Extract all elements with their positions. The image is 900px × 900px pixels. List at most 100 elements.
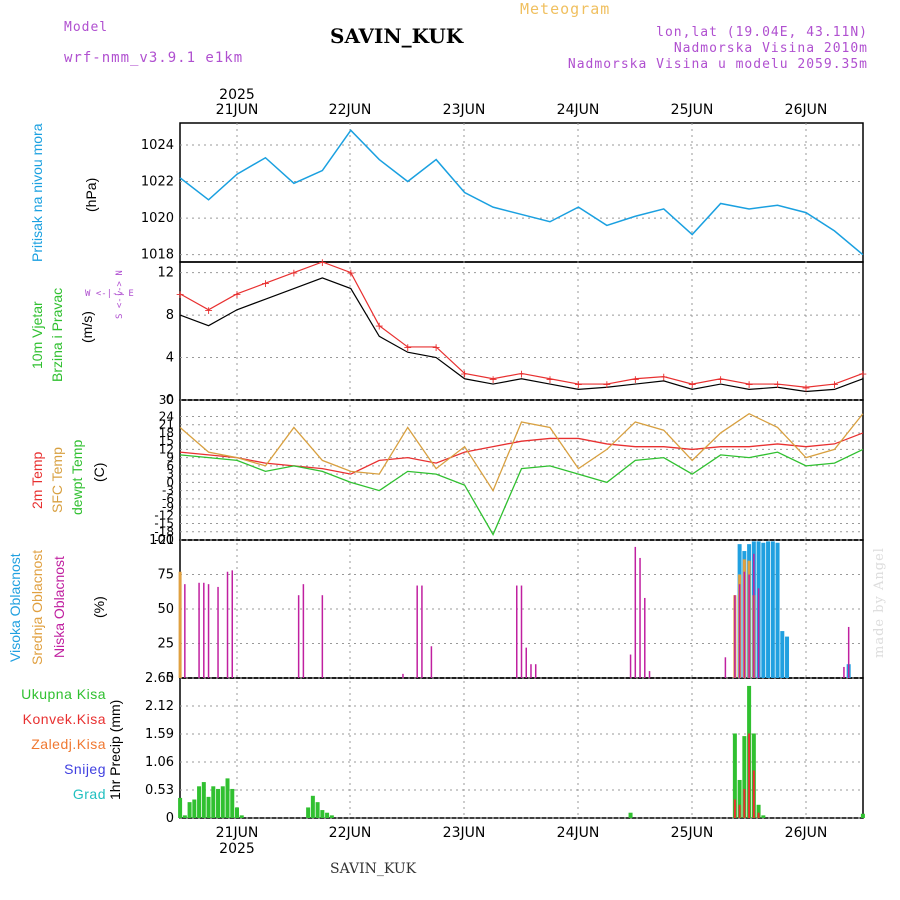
wind-ytick: 8 [166,308,174,323]
cloud-bar-2 [525,647,527,678]
precip-bar-0 [742,736,747,818]
wind-gust-marker: + [631,373,640,386]
cloud-bar-2 [644,597,646,678]
precip-ytick: 2.12 [145,699,174,714]
temp-ytick: 6 [166,459,174,473]
day-label-top: 21JUN [216,102,259,118]
precip-bar-0 [192,799,197,818]
wind-gust-line [179,261,864,388]
precip-bar-0 [737,779,742,818]
temp-ytick: -9 [162,500,174,514]
cloud-bar-2 [207,584,210,678]
day-label-bottom: 25JUN [671,825,714,841]
cloud-bar-2 [748,574,750,678]
precip-bar-0 [235,807,239,818]
lonlat-label: lon,lat (19.04E, 43.11N) [656,25,868,40]
panel-frame-pressure [179,122,864,263]
wind-gust-marker: + [602,378,611,391]
wind-gust-marker: + [744,378,753,391]
cloud-bar-0 [761,542,766,678]
year-label-bottom: 2025 [219,841,255,857]
wind-ytick: 12 [157,266,174,281]
cloud-bar-2 [724,657,727,678]
precip-bar-0 [225,778,230,818]
precip-bar-0 [187,802,192,818]
wind-gust-marker: + [773,378,782,391]
cloud-bar-2 [648,671,651,678]
cloud-bar-2 [629,654,632,678]
wind-speed-line [179,277,864,393]
day-label-bottom: 26JUN [785,825,828,841]
wind-gust-marker: + [574,378,583,391]
cloud-bar-2 [402,673,404,678]
precip-ytick: 2.65 [145,671,174,686]
wind-ytick: 0 [166,393,174,408]
wind-gust-marker: + [716,373,725,386]
temp-ytick: 9 [166,451,174,465]
temp-ytick: 24 [159,409,174,423]
pressure-line [179,129,864,256]
cloud-bar-2 [198,582,200,678]
cloud-bar-2 [847,626,850,678]
precip-bar-0 [329,815,334,818]
temp-series-2 [180,448,864,536]
cloud-bar-2 [416,585,418,678]
grid [180,123,863,819]
precip-bar-0 [220,786,225,818]
axis-labels: 21JUN 21JUN 22JUN 22JUN 23JUN 23JUN 24JUN 24JUN… [141,87,827,857]
cloud-bar-2 [534,664,537,678]
cloud-bar-2 [757,588,760,678]
precip-bar-0 [178,797,183,818]
cloud-bar-2 [753,553,755,678]
wind-gust-marker: + [488,373,497,386]
cloud-bar-2 [639,557,641,678]
precip-bar-0 [230,788,235,818]
day-label-bottom: 22JUN [329,825,372,841]
precip-conv-label: Konvek.Kisa [22,711,106,727]
temp-ytick: -15 [154,517,174,531]
wind-gust-marker: + [830,378,839,391]
cloud-bar-2 [520,585,523,678]
cloud-bar-0 [775,542,780,678]
footer-station: SAVIN_KUK [330,861,417,877]
precip-total-label: Ukupna Kisa [21,686,106,702]
precip-bar-0 [315,802,320,818]
precip-ytick: 1.59 [145,727,174,742]
cloud-bar-2 [634,546,637,678]
precip-bar-0 [628,812,633,818]
page-title: SAVIN_KUK [330,24,464,48]
pressure-ytick: 1018 [141,248,174,263]
data-marks: + + + + + + + + + + + + + + + + + + + + + + + + + [175,129,868,818]
precip-bar-0 [310,795,315,818]
pressure-ytick: 1022 [141,175,174,190]
wind-gust-marker: + [517,367,526,380]
model-name: wrf-nmm_v3.9.1 e1km [64,50,244,66]
day-label-bottom: 21JUN [216,825,259,841]
precip-bar-0 [325,812,330,818]
precip-bar-1 [748,733,751,818]
cloud-bar-2 [421,585,423,678]
precip-bar-1 [757,812,760,818]
precip-ytick: 1.06 [145,755,174,770]
precip-bar-0 [201,782,206,818]
precip-ytick: 0.53 [145,783,174,798]
precip-bar-0 [732,733,737,818]
wind-compass-we: W <-|-> E [85,289,134,299]
cloud-bar-0 [780,631,785,678]
cloud-ytick: 100 [149,533,174,548]
temp-ytick: 30 [159,393,174,407]
precip-bar-1 [738,804,741,818]
temp-ytick: -12 [154,508,174,522]
panels [179,122,864,819]
wind-gust-marker: + [545,373,554,386]
cloud-bar-2 [226,571,229,678]
cloud-bar-0 [766,541,771,678]
temp-ytick: 18 [159,426,174,440]
precip-freezing-label: Zaledj.Kisa [31,736,106,752]
cloud-bar-2 [184,584,186,678]
temp-ytick: 15 [159,434,174,448]
precip-bar-0 [756,804,761,818]
elevation-label: Nadmorska Visina 2010m [673,41,868,56]
cloud-bar-2 [743,571,746,678]
